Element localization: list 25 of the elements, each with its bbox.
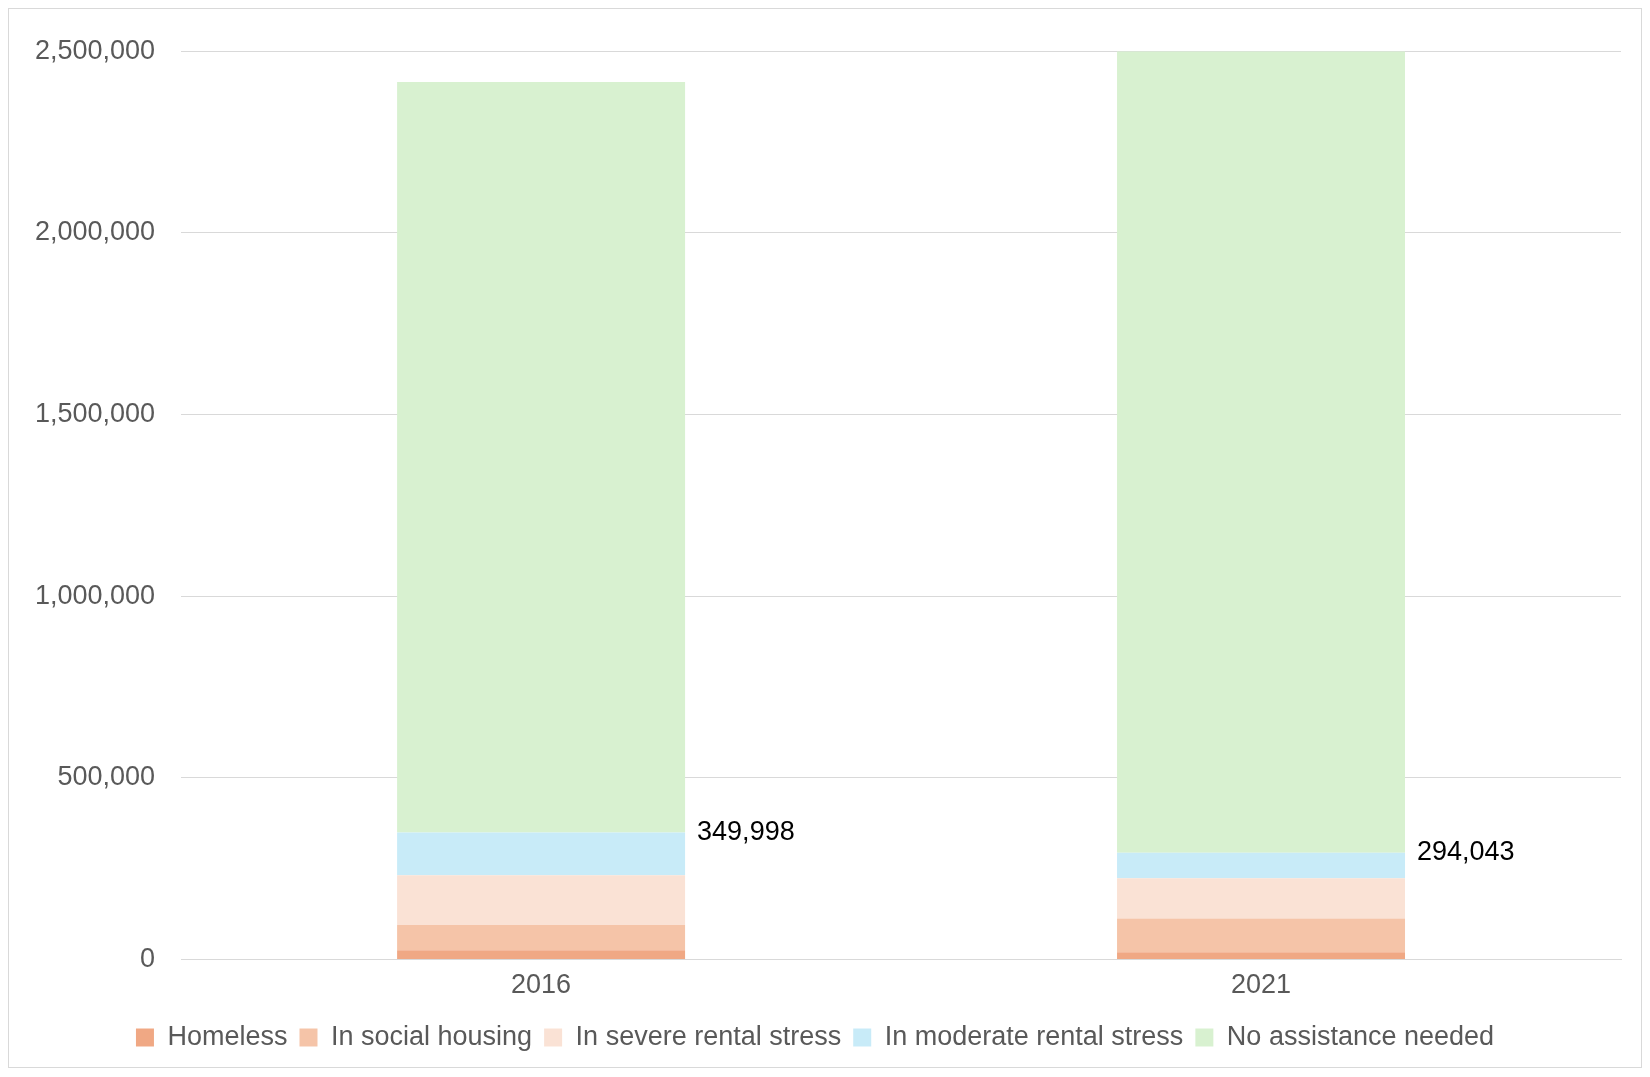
bar — [397, 875, 686, 926]
bar — [1117, 878, 1406, 919]
bar — [1117, 952, 1406, 960]
legend-label: No assistance needed — [1226, 1020, 1495, 1051]
bar — [397, 82, 686, 833]
y-tick-label: 500,000 — [57, 761, 156, 792]
bar — [1117, 852, 1406, 879]
legend-label: In moderate rental stress — [884, 1020, 1184, 1051]
annotation: 294,043 — [1417, 836, 1515, 867]
legend-label: In social housing — [330, 1020, 533, 1051]
x-tick-label: 2021 — [1230, 969, 1292, 1000]
x-tick-label: 2016 — [511, 969, 572, 1000]
y-tick-label: 0 — [140, 943, 156, 974]
legend-label: In severe rental stress — [575, 1020, 842, 1051]
y-tick-label: 2,500,000 — [34, 34, 156, 65]
bar — [397, 925, 686, 951]
bar — [1117, 51, 1406, 853]
bar — [397, 832, 686, 876]
y-tick-label: 2,000,000 — [34, 216, 156, 247]
annotation: 349,998 — [697, 815, 795, 846]
y-tick-label: 1,500,000 — [34, 398, 156, 429]
legend-label: Homeless — [167, 1020, 288, 1051]
bar — [397, 950, 686, 960]
y-tick-label: 1,000,000 — [34, 579, 156, 610]
bar — [1117, 918, 1406, 953]
